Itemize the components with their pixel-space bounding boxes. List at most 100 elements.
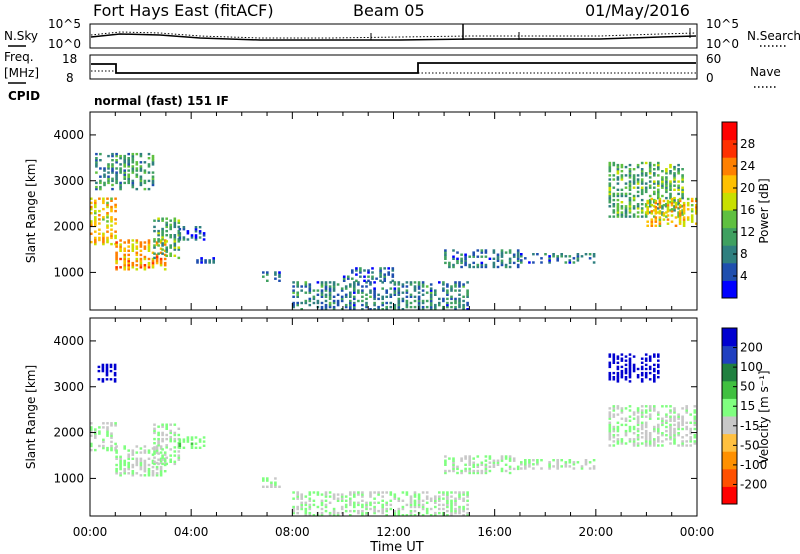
velocity-cell [458, 491, 461, 494]
power-cell [99, 175, 102, 178]
power-cell [387, 267, 390, 270]
velocity-cell [524, 461, 527, 464]
velocity-cell [612, 353, 616, 356]
power-cell [690, 218, 694, 221]
power-cell [131, 247, 135, 250]
power-cell [657, 192, 660, 196]
power-cell [636, 180, 640, 183]
power-cell [409, 301, 413, 305]
velocity-cell [425, 507, 429, 511]
velocity-cell [446, 493, 449, 496]
velocity-cell [548, 465, 551, 468]
velocity-cell [462, 507, 465, 511]
power-cell [349, 308, 352, 311]
power-cell [681, 168, 684, 171]
velocity-cell [693, 417, 697, 420]
power-cell [107, 154, 110, 158]
velocity-cell [628, 438, 632, 441]
power-cell [484, 263, 488, 267]
power-cell [94, 199, 97, 202]
velocity-cell [169, 429, 172, 433]
velocity-cell [693, 423, 697, 427]
power-cell [677, 170, 680, 173]
power-cell [608, 196, 612, 200]
velocity-cell [504, 463, 508, 466]
power-cell [332, 305, 336, 309]
power-cell [397, 297, 401, 301]
velocity-cell [620, 411, 624, 414]
power-cell [632, 176, 636, 179]
power-cell [458, 293, 461, 296]
velocity-cell [127, 467, 130, 471]
power-cell [361, 291, 364, 294]
velocity-cell [528, 463, 531, 466]
power-cell [620, 174, 624, 177]
power-cell [393, 281, 397, 284]
velocity-cell [669, 409, 672, 412]
power-cell [157, 244, 160, 247]
velocity-cell [429, 514, 433, 517]
velocity-cell [636, 376, 640, 379]
velocity-cell [94, 430, 97, 433]
power-cell [379, 275, 382, 278]
velocity-cell [665, 434, 668, 437]
power-cell [102, 207, 105, 211]
velocity-cell [624, 429, 628, 433]
power-cell [165, 217, 168, 220]
velocity-cell [673, 417, 676, 420]
power-cell [628, 198, 632, 202]
velocity-cell [681, 407, 684, 410]
velocity-cell [147, 470, 151, 473]
power-cell [143, 264, 147, 267]
power-cell [123, 259, 126, 263]
power-cell [99, 181, 102, 185]
velocity-cell [580, 467, 584, 470]
velocity-cell [616, 413, 620, 416]
noise-right-tick-bottom: 10^0 [706, 37, 739, 51]
power-cell [608, 165, 612, 169]
power-cell [662, 214, 666, 217]
power-cell [353, 308, 356, 311]
velocity-cell [608, 363, 612, 367]
velocity-cell [628, 440, 632, 443]
power-cell [632, 168, 636, 171]
power-cell [397, 308, 401, 311]
power-cell [674, 204, 678, 207]
velocity-cell [190, 436, 194, 439]
velocity-cell [300, 507, 303, 511]
power-cell [654, 224, 658, 227]
power-cell [139, 266, 143, 269]
velocity-cell [165, 437, 168, 441]
power-cell [393, 305, 397, 309]
power-cell [361, 285, 364, 288]
power-cell [677, 203, 680, 206]
power-cell [194, 226, 198, 229]
power-cell [110, 242, 113, 246]
power-cell [665, 178, 668, 181]
power-cell [632, 180, 636, 183]
velocity-cell [693, 409, 697, 412]
power-cell [446, 291, 449, 294]
power-cell [397, 299, 401, 303]
velocity-cell [429, 507, 433, 511]
power-cell [665, 184, 668, 187]
power-cell [182, 238, 186, 241]
power-cell [695, 222, 698, 225]
power-cell [353, 303, 356, 307]
power-cell [135, 245, 139, 248]
power-cell [612, 203, 616, 206]
velocity-cell [608, 438, 612, 441]
power-cell [155, 243, 159, 246]
velocity-cell [462, 491, 465, 494]
power-cell [636, 190, 640, 194]
velocity-cell [628, 369, 632, 373]
velocity-cell [369, 507, 372, 511]
velocity-cell [450, 511, 453, 515]
power-cell [95, 181, 98, 185]
power-cell [157, 234, 160, 237]
velocity-cell [413, 514, 417, 517]
power-cell [115, 177, 118, 180]
power-cell [359, 275, 362, 278]
velocity-cell [657, 436, 660, 439]
velocity-cell [153, 437, 156, 441]
